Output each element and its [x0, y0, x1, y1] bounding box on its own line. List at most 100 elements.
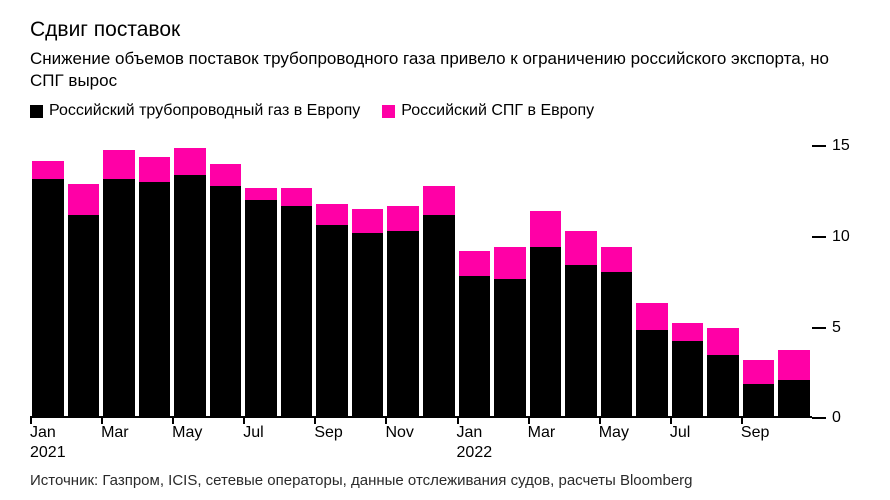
bar-col: [281, 128, 313, 416]
bar-seg-pipeline: [103, 179, 135, 417]
bar-seg-lng: [707, 328, 739, 355]
bar-seg-lng: [103, 150, 135, 179]
y-tick: 10: [812, 228, 850, 246]
bar-col: [601, 128, 633, 416]
bar-seg-lng: [139, 157, 171, 182]
bar-col: [530, 128, 562, 416]
y-tick-mark: [812, 327, 826, 329]
bar-seg-pipeline: [139, 182, 171, 416]
y-tick-label: 15: [832, 137, 850, 155]
bar-seg-lng: [459, 251, 491, 276]
bar-seg-lng: [778, 350, 810, 381]
bar-seg-pipeline: [32, 179, 64, 417]
legend-label-pipeline: Российский трубопроводный газ в Европу: [49, 102, 360, 120]
bar-col: [423, 128, 455, 416]
bar-col: [707, 128, 739, 416]
bar-seg-pipeline: [210, 186, 242, 416]
bar-col: [316, 128, 348, 416]
x-month-label: Mar: [101, 424, 129, 442]
bar-seg-pipeline: [459, 276, 491, 416]
bar-seg-lng: [565, 231, 597, 265]
legend-item-lng: Российский СПГ в Европу: [382, 102, 594, 120]
chart-source: Источник: Газпром, ICIS, сетевые операто…: [30, 472, 860, 489]
y-tick-mark: [812, 145, 826, 147]
bar-seg-pipeline: [352, 233, 384, 417]
bar-seg-lng: [281, 188, 313, 206]
x-month-label: Jul: [243, 424, 263, 442]
y-tick: 5: [812, 319, 841, 337]
x-tick-mark: [101, 416, 103, 424]
legend-swatch-pipeline: [30, 105, 43, 118]
chart-subtitle: Снижение объемов поставок трубопроводног…: [30, 48, 860, 92]
x-month-label: Jul: [670, 424, 690, 442]
x-tick-mark: [172, 416, 174, 424]
x-axis: JanMarMayJulSepNovJanMarMayJulSep2021202…: [30, 422, 860, 468]
y-tick-mark: [812, 417, 826, 419]
x-tick-mark: [599, 416, 601, 424]
chart-area: 051015: [30, 128, 860, 418]
bar-col: [210, 128, 242, 416]
bar-col: [387, 128, 419, 416]
bar-seg-lng: [530, 211, 562, 247]
bar-col: [672, 128, 704, 416]
bar-seg-pipeline: [494, 279, 526, 416]
legend-item-pipeline: Российский трубопроводный газ в Европу: [30, 102, 360, 120]
bar-seg-pipeline: [601, 272, 633, 416]
bar-seg-lng: [32, 161, 64, 179]
bar-seg-pipeline: [174, 175, 206, 416]
plot-area: [30, 128, 812, 418]
bar-col: [32, 128, 64, 416]
bar-seg-lng: [387, 206, 419, 231]
bar-seg-pipeline: [316, 225, 348, 416]
chart-legend: Российский трубопроводный газ в Европу Р…: [30, 102, 860, 120]
bar-seg-pipeline: [565, 265, 597, 416]
bar-seg-pipeline: [778, 380, 810, 416]
bar-seg-pipeline: [68, 215, 100, 417]
bar-seg-pipeline: [245, 200, 277, 416]
x-tick-mark: [243, 416, 245, 424]
bar-seg-lng: [352, 209, 384, 232]
x-tick-mark: [30, 416, 32, 424]
y-tick-mark: [812, 236, 826, 238]
bar-col: [245, 128, 277, 416]
bar-seg-lng: [743, 360, 775, 383]
y-axis: 051015: [812, 128, 860, 418]
bar-seg-lng: [636, 303, 668, 330]
x-month-label: May: [172, 424, 202, 442]
y-tick-label: 10: [832, 228, 850, 246]
bar-col: [778, 128, 810, 416]
bar-col: [494, 128, 526, 416]
x-tick-mark: [314, 416, 316, 424]
x-month-label: Sep: [741, 424, 769, 442]
x-month-label: Jan: [457, 424, 483, 442]
bar-col: [743, 128, 775, 416]
bar-col: [636, 128, 668, 416]
bar-seg-lng: [174, 148, 206, 175]
bar-seg-lng: [210, 164, 242, 186]
bar-seg-pipeline: [423, 215, 455, 417]
x-month-label: Sep: [314, 424, 342, 442]
x-month-label: Nov: [385, 424, 413, 442]
x-tick-mark: [457, 416, 459, 424]
bar-seg-lng: [68, 184, 100, 215]
bar-seg-lng: [601, 247, 633, 272]
bar-col: [68, 128, 100, 416]
x-tick-mark: [670, 416, 672, 424]
y-tick: 15: [812, 137, 850, 155]
x-tick-mark: [385, 416, 387, 424]
chart-title: Сдвиг поставок: [30, 18, 860, 42]
bar-col: [352, 128, 384, 416]
bar-seg-pipeline: [743, 384, 775, 416]
bar-seg-pipeline: [530, 247, 562, 416]
bar-seg-lng: [423, 186, 455, 215]
bar-seg-pipeline: [672, 341, 704, 417]
bar-col: [174, 128, 206, 416]
bar-seg-lng: [316, 204, 348, 226]
x-year-label: 2021: [30, 444, 66, 462]
bar-seg-lng: [245, 188, 277, 201]
x-tick-mark: [741, 416, 743, 424]
bar-col: [565, 128, 597, 416]
legend-label-lng: Российский СПГ в Европу: [401, 102, 594, 120]
x-month-label: Mar: [528, 424, 556, 442]
bar-seg-pipeline: [387, 231, 419, 416]
